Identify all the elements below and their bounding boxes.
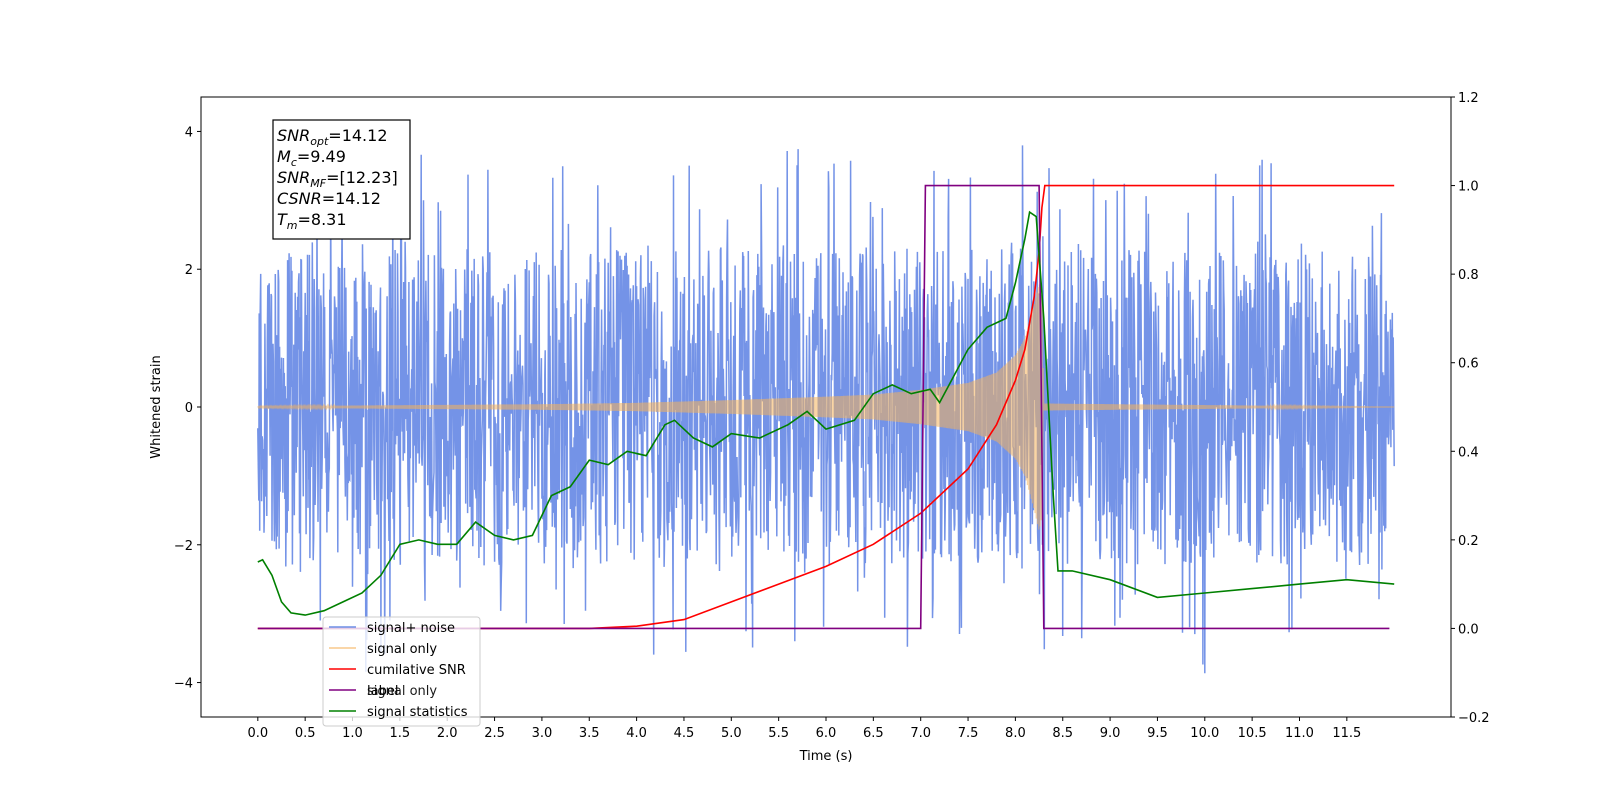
x-tick-label: 5.5: [768, 726, 789, 741]
info-line: SNRopt=14.12: [277, 126, 388, 148]
x-tick-label: 8.5: [1052, 726, 1073, 741]
x-tick-label: 10.0: [1190, 726, 1219, 741]
x-tick-label: 11.5: [1332, 726, 1361, 741]
y2-tick-label: 0.4: [1458, 445, 1479, 460]
y-tick-label: 2: [185, 263, 193, 278]
x-tick-label: 3.5: [579, 726, 600, 741]
series-label: [257, 184, 1390, 630]
legend-label-label: label: [367, 684, 398, 699]
x-tick-label: 6.0: [816, 726, 837, 741]
legend-signal-only-label: signal only: [367, 642, 437, 657]
plot-layer: [257, 145, 1395, 674]
legend-signal-statistics-label: signal statistics: [367, 705, 468, 720]
x-tick-label: 1.5: [390, 726, 411, 741]
info-line: Tm=8.31: [277, 210, 347, 232]
series-signal-noise: [257, 145, 1395, 674]
series-signal-only: [257, 284, 1395, 530]
x-tick-label: 1.0: [342, 726, 363, 741]
y2-tick-label: −0.2: [1458, 711, 1490, 726]
x-tick-label: 0.5: [295, 726, 316, 741]
y-tick-label: −2: [174, 539, 193, 554]
x-tick-label: 11.0: [1285, 726, 1314, 741]
y2-tick-label: 0.2: [1458, 534, 1479, 549]
x-tick-label: 6.5: [863, 726, 884, 741]
x-tick-label: 9.0: [1100, 726, 1121, 741]
x-tick-label: 0.0: [247, 726, 268, 741]
legend-occluded-text: signal only: [367, 684, 437, 699]
legend-signal-noise-label: signal+ noise: [367, 621, 455, 636]
x-tick-label: 5.0: [721, 726, 742, 741]
y2-tick-label: 0.6: [1458, 357, 1479, 372]
x-tick-label: 2.5: [484, 726, 505, 741]
x-tick-label: 4.0: [626, 726, 647, 741]
y-axis-ticks: 4 2 0 −2 −4: [174, 125, 201, 692]
info-line: CSNR=14.12: [277, 189, 381, 208]
y-tick-label: −4: [174, 677, 193, 692]
x-tick-label: 2.0: [437, 726, 458, 741]
x-tick-label: 7.5: [958, 726, 979, 741]
x-axis-label: Time (s): [799, 749, 853, 764]
y2-tick-label: 0.8: [1458, 268, 1479, 283]
legend-frame: [322, 616, 481, 727]
y2-tick-label: 0.0: [1458, 622, 1479, 637]
y-axis-label: Whitened strain: [149, 355, 164, 458]
x-axis-ticks: 0.0 0.5 1.0 1.5 2.0 2.5 3.0 3.5 4.0 4.5 5.0 5.5 6.0 6…: [247, 717, 1361, 741]
y-tick-label: 0: [185, 401, 193, 416]
y2-tick-label: 1.0: [1458, 180, 1479, 195]
x-tick-label: 4.5: [674, 726, 695, 741]
legend: signal+ noise signal only cumilative SNR la…: [322, 616, 481, 727]
x-tick-label: 9.5: [1147, 726, 1168, 741]
x-tick-label: 3.0: [532, 726, 553, 741]
x-tick-label: 7.0: [910, 726, 931, 741]
info-line: Mc=9.49: [277, 147, 346, 169]
series-signal-statistics: [257, 210, 1395, 616]
info-box: SNRopt=14.12Mc=9.49SNRMF=[12.23]CSNR=14.…: [272, 119, 411, 240]
x-tick-label: 10.5: [1238, 726, 1267, 741]
info-box-frame: [272, 119, 411, 240]
y2-tick-label: 1.2: [1458, 91, 1479, 106]
y2-axis-ticks: 1.2 1.0 0.8 0.6 0.4 0.2 0.0 −0.2: [1451, 91, 1490, 726]
legend-cumulative-snr-label: cumilative SNR: [367, 663, 466, 678]
x-tick-label: 8.0: [1005, 726, 1026, 741]
y-tick-label: 4: [185, 125, 193, 140]
info-line: SNRMF=[12.23]: [277, 168, 398, 190]
